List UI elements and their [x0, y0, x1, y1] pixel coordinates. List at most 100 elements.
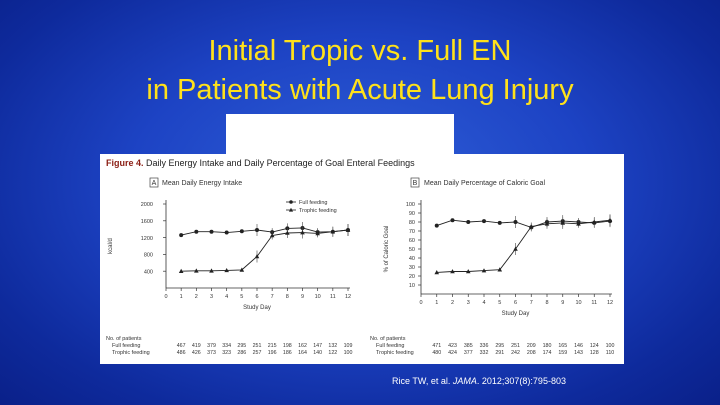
panel-a-patients-count: 196 [268, 350, 277, 356]
panel-a-point-1 [239, 229, 244, 234]
panel-b-point-2 [544, 221, 550, 226]
panel-b-point-2 [607, 217, 613, 222]
panel-a-point-2 [254, 254, 260, 259]
blank-image-box [226, 114, 454, 154]
panel-b-patients-count: 124 [590, 343, 599, 349]
panel-b-y-tick-label: 40 [409, 256, 415, 262]
panel-b-patients-count: 242 [511, 350, 520, 356]
panel-a-y-axis-label: kcal/d [108, 238, 114, 254]
panel-a-x-tick-label: 10 [315, 294, 321, 300]
panel-b-letter: B [413, 180, 418, 187]
panel-a-legend-label: Trophic feeding [299, 208, 337, 214]
panel-a-point-2 [330, 229, 336, 234]
panel-a-patients-count: 186 [283, 350, 292, 356]
panel-b-series-line-2 [436, 219, 611, 273]
panel-a-patients-count: 251 [253, 343, 262, 349]
figure-caption-label: Figure 4. [106, 158, 144, 168]
chart-svg: A Mean Daily Energy Intake400800120016002… [106, 177, 614, 356]
panel-b-patients-count: 174 [543, 350, 552, 356]
panel-a-letter-box [149, 177, 159, 188]
panel-b-y-axis-label: % of Caloric Goal [384, 226, 390, 273]
panel-b-patients-count: 146 [574, 343, 583, 349]
panel-b-patients-count: 423 [448, 343, 457, 349]
figure-caption: Figure 4. Daily Energy Intake and Daily … [106, 158, 415, 168]
panel-a-patients-row-label: Trophic feeding [112, 350, 150, 356]
panel-a-x-axis-label: Study Day [243, 305, 271, 311]
panel-b-y-tick-label: 80 [409, 220, 415, 226]
panel-b-patients-row-label: Trophic feeding [376, 350, 414, 356]
panel-a-patients-row-label: Full feeding [112, 343, 140, 349]
panel-a-x-tick-label: 0 [164, 294, 167, 300]
panel-b-patients-count: 471 [432, 343, 441, 349]
panel-b-patients-count: 377 [464, 350, 473, 356]
panel-a-legend-label: Full feeding [299, 200, 327, 206]
panel-b-patients-count: 128 [590, 350, 599, 356]
panel-a-y-tick-label: 400 [144, 269, 153, 275]
panel-b-x-tick-label: 1 [435, 300, 438, 306]
panel-b-point-2 [481, 268, 487, 273]
panel-a-point-2 [209, 268, 214, 273]
panel-a-point-1 [194, 229, 199, 234]
panel-a-point-2 [239, 267, 245, 272]
panel-a-title: Mean Daily Energy Intake [162, 180, 242, 187]
panel-a-point-1 [209, 229, 214, 234]
panel-b-point-2 [576, 221, 581, 226]
panel-b-patients-count: 209 [527, 343, 536, 349]
panel-a-patients-count: 147 [313, 343, 322, 349]
panel-a-point-2 [345, 227, 351, 232]
panel-a-patients-count: 215 [268, 343, 277, 349]
panel-b-point-1 [434, 223, 439, 228]
panel-b-patients-count: 251 [511, 343, 520, 349]
panel-a-y-tick-label: 1600 [141, 219, 153, 225]
panel-b-y-tick-label: 20 [409, 274, 415, 280]
panel-b-y-tick-label: 60 [409, 238, 415, 244]
panel-b-y-tick-label: 90 [409, 211, 415, 217]
figure-panel: Figure 4. Daily Energy Intake and Daily … [100, 154, 624, 364]
panel-a-letter: A [152, 180, 157, 187]
panel-b-patients-count: 295 [495, 343, 504, 349]
citation: Rice TW, et al. JAMA. 2012;307(8):795-80… [392, 376, 566, 386]
panel-a-point-2 [178, 268, 184, 273]
panel-a-patients-count: 426 [192, 350, 201, 356]
panel-b-y-tick-label: 70 [409, 229, 415, 235]
panel-b-x-tick-label: 2 [451, 300, 454, 306]
panel-b-y-tick-label: 100 [406, 202, 415, 208]
panel-b-x-tick-label: 12 [607, 300, 613, 306]
panel-b-patients-count: 336 [480, 343, 489, 349]
panel-b-point-2 [450, 269, 455, 274]
panel-b-point-1 [466, 220, 471, 224]
panel-a-patients-count: 162 [298, 343, 307, 349]
panel-a-y-tick-label: 800 [144, 253, 153, 259]
panel-b-patients-count: 159 [558, 350, 567, 356]
panel-b-x-tick-label: 3 [467, 300, 470, 306]
panel-a-patients-count: 109 [344, 343, 353, 349]
citation-rest: . 2012;307(8):795-803 [476, 376, 566, 386]
panel-b-patients-count: 143 [574, 350, 583, 356]
panel-a-point-2 [224, 267, 229, 273]
panel-a-legend-marker [288, 207, 294, 212]
panel-a-patients-count: 295 [237, 343, 246, 349]
panel-b-y-tick-label: 50 [409, 247, 415, 253]
panel-b-series-line-1 [436, 219, 611, 228]
panel-a-y-tick-label: 1200 [141, 236, 153, 242]
panel-a-point-2 [315, 231, 320, 236]
panel-b-patients-count: 480 [432, 350, 441, 356]
panel-b-point-1 [513, 220, 518, 224]
panel-b-x-tick-label: 5 [498, 300, 501, 306]
panel-a-patients-count: 286 [237, 350, 246, 356]
panel-b-letter-box [410, 177, 420, 188]
panel-a-point-2 [300, 230, 305, 235]
panel-a-point-1 [179, 233, 184, 238]
panel-b-point-1 [482, 219, 486, 224]
panel-b-patients-count: 424 [448, 350, 457, 356]
panel-b-point-2 [434, 270, 440, 275]
panel-a-patients-count: 323 [222, 350, 231, 356]
panel-a-point-2 [269, 233, 275, 238]
panel-b-patients-count: 110 [606, 350, 614, 356]
panel-b-point-1 [450, 218, 455, 223]
panel-a-point-2 [285, 230, 290, 235]
title-line-2: in Patients with Acute Lung Injury [146, 74, 574, 106]
panel-a-patients-count: 132 [328, 343, 337, 349]
panel-b-point-2 [528, 224, 534, 229]
panel-a-patients-count: 198 [283, 343, 292, 349]
